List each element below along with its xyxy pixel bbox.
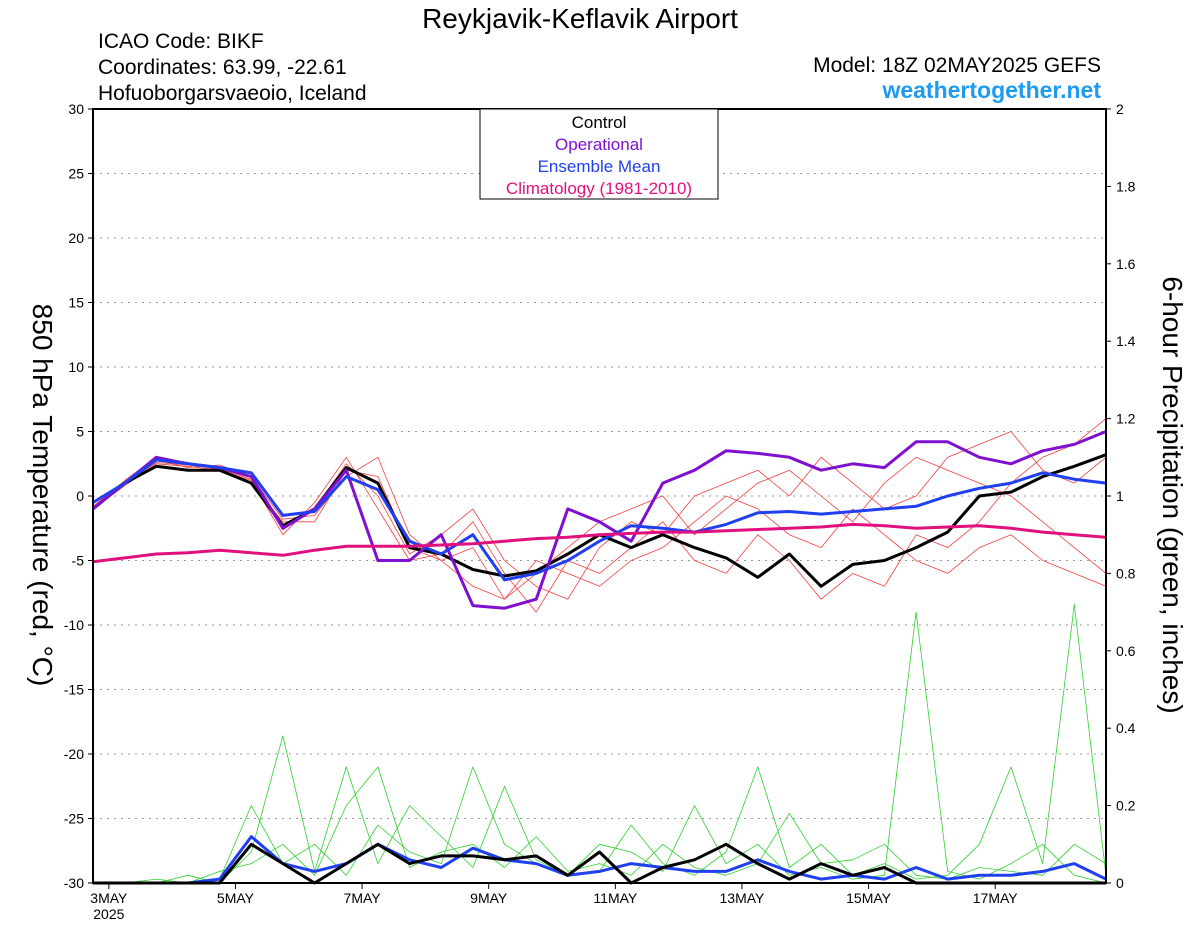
info-line: Coordinates: 63.99, -22.61 <box>98 56 347 79</box>
x-tick-label: 9MAY <box>470 890 508 906</box>
y-tick-label: -15 <box>64 682 84 698</box>
x-tick-label: 15MAY <box>846 890 892 906</box>
y2-tick-label: 0.6 <box>1116 643 1136 659</box>
series-line <box>92 458 1107 582</box>
y2-tick-label: 1.4 <box>1116 333 1136 349</box>
y-tick-label: 20 <box>68 230 84 246</box>
x-tick-label: 11MAY <box>593 890 637 906</box>
legend-entry: Operational <box>555 135 643 154</box>
x-year-label: 2025 <box>93 906 124 922</box>
y-tick-label: -10 <box>64 617 84 633</box>
plot-area: -30-25-20-15-10-505101520253000.20.40.60… <box>64 101 1136 922</box>
y2-tick-label: 1.6 <box>1116 256 1136 272</box>
x-tick-label: 3MAY <box>90 890 128 906</box>
legend: Control Operational Ensemble Mean Climatolo… <box>506 113 692 198</box>
y2-tick-label: 1 <box>1116 488 1124 504</box>
series-line <box>92 522 1107 564</box>
x-tick-label: 17MAY <box>973 890 1019 906</box>
y-tick-label: -5 <box>72 553 85 569</box>
series-line <box>92 430 1107 610</box>
y2-tick-label: 1.2 <box>1116 411 1136 427</box>
member-line <box>93 611 1107 884</box>
y-tick-label: 0 <box>76 488 84 504</box>
y-tick-label: 15 <box>68 295 84 311</box>
y2-tick-label: 0.4 <box>1116 720 1136 736</box>
y-tick-label: -30 <box>64 875 84 891</box>
y-tick-label: 30 <box>68 101 84 117</box>
member-line <box>93 835 1107 885</box>
info-line: ICAO Code: BIKF <box>98 30 264 53</box>
legend-box <box>479 108 719 200</box>
legend-entry: Climatology (1981-2010) <box>506 179 692 198</box>
member-line <box>93 766 1107 884</box>
model-info: Model: 18Z 02MAY2025 GEFS <box>813 54 1101 77</box>
x-tick-label: 7MAY <box>344 890 382 906</box>
x-tick-label: 13MAY <box>720 890 766 906</box>
y-tick-label: -25 <box>64 811 84 827</box>
y-tick-label: 5 <box>76 424 84 440</box>
y2-tick-label: 0.8 <box>1116 565 1136 581</box>
y-tick-label: -20 <box>64 746 84 762</box>
y2-tick-label: 2 <box>1116 101 1124 117</box>
y-tick-label: 10 <box>68 359 84 375</box>
y2-tick-label: 0 <box>1116 875 1124 891</box>
chart-title: Reykjavik-Keflavik Airport <box>422 3 738 34</box>
site-name: weathertogether.net <box>881 77 1101 103</box>
y-axis-label: 850 hPa Temperature (red, °C) <box>27 304 58 687</box>
info-line: Hofuoborgarsvaeoio, Iceland <box>98 82 367 105</box>
x-tick-label: 5MAY <box>217 890 255 906</box>
y2-tick-label: 0.2 <box>1116 798 1136 814</box>
y2-axis-label: 6-hour Precipitation (green, inches) <box>1157 276 1188 713</box>
y2-tick-label: 1.8 <box>1116 178 1136 194</box>
legend-entry: Control <box>572 113 627 132</box>
member-line <box>92 456 1107 600</box>
legend-entry: Ensemble Mean <box>538 157 661 176</box>
y-tick-label: 25 <box>68 166 84 182</box>
